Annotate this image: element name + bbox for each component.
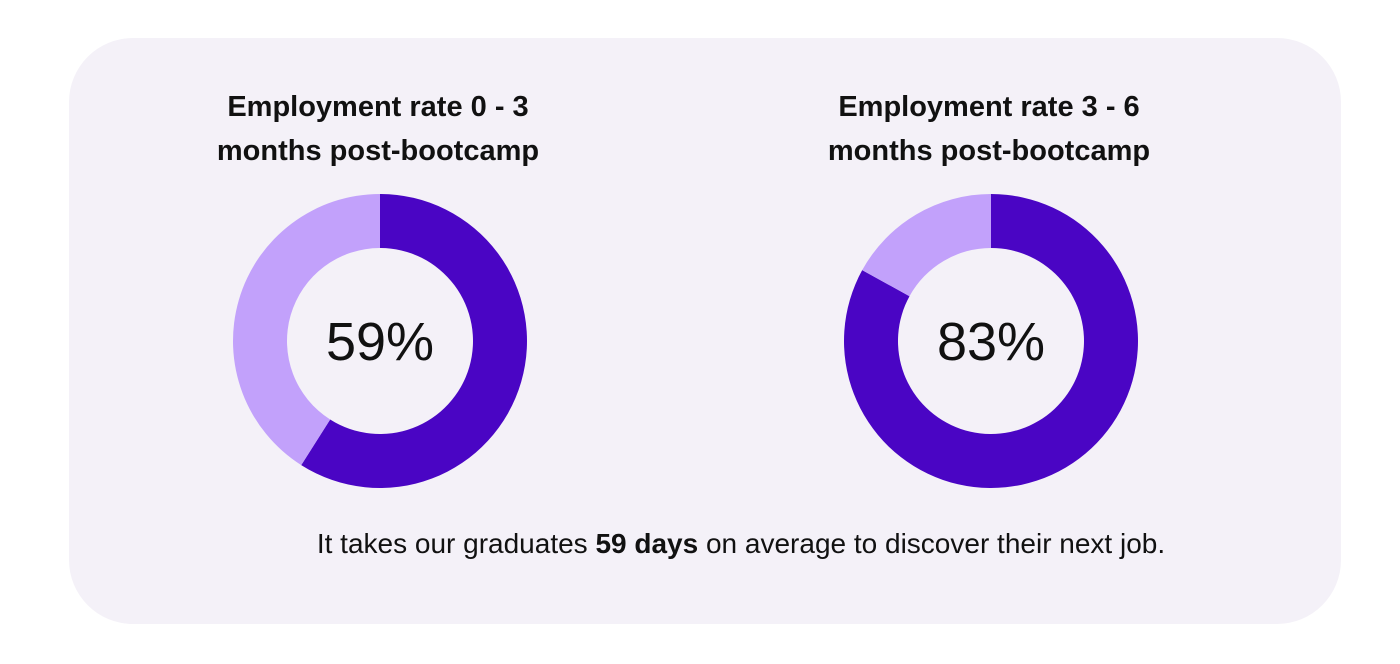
donut-slice-employed <box>301 194 527 489</box>
donut-chart: 59% <box>233 194 527 489</box>
donut-slice-remainder <box>233 194 380 466</box>
chart-3-6-months: Employment rate 3 - 6 months post-bootca… <box>739 38 1239 508</box>
footer-text: It takes our graduates 59 days on averag… <box>69 528 1341 560</box>
stats-card: Employment rate 0 - 3 months post-bootca… <box>69 38 1341 624</box>
footer-text-after: on average to discover their next job. <box>698 528 1166 559</box>
chart-0-3-months: Employment rate 0 - 3 months post-bootca… <box>128 38 628 508</box>
chart-title-line-2: months post-bootcamp <box>827 135 1151 167</box>
donut-chart: 83% <box>844 194 1138 488</box>
footer-text-before: It takes our graduates <box>316 528 596 559</box>
footer-highlight: 59 days <box>595 528 699 559</box>
chart-title-line-1: Employment rate 0 - 3 <box>227 91 529 123</box>
donut-center-label: 59% <box>326 312 434 372</box>
chart-title-line-2: months post-bootcamp <box>216 135 540 167</box>
chart-title-line-1: Employment rate 3 - 6 <box>838 91 1140 123</box>
donut-slice-employed <box>844 194 1138 488</box>
donut-center-label: 83% <box>937 312 1045 372</box>
donut-slice-remainder <box>862 194 991 297</box>
chart-title: Employment rate 3 - 6 months post-bootca… <box>739 85 1239 173</box>
chart-title: Employment rate 0 - 3 months post-bootca… <box>128 85 628 173</box>
